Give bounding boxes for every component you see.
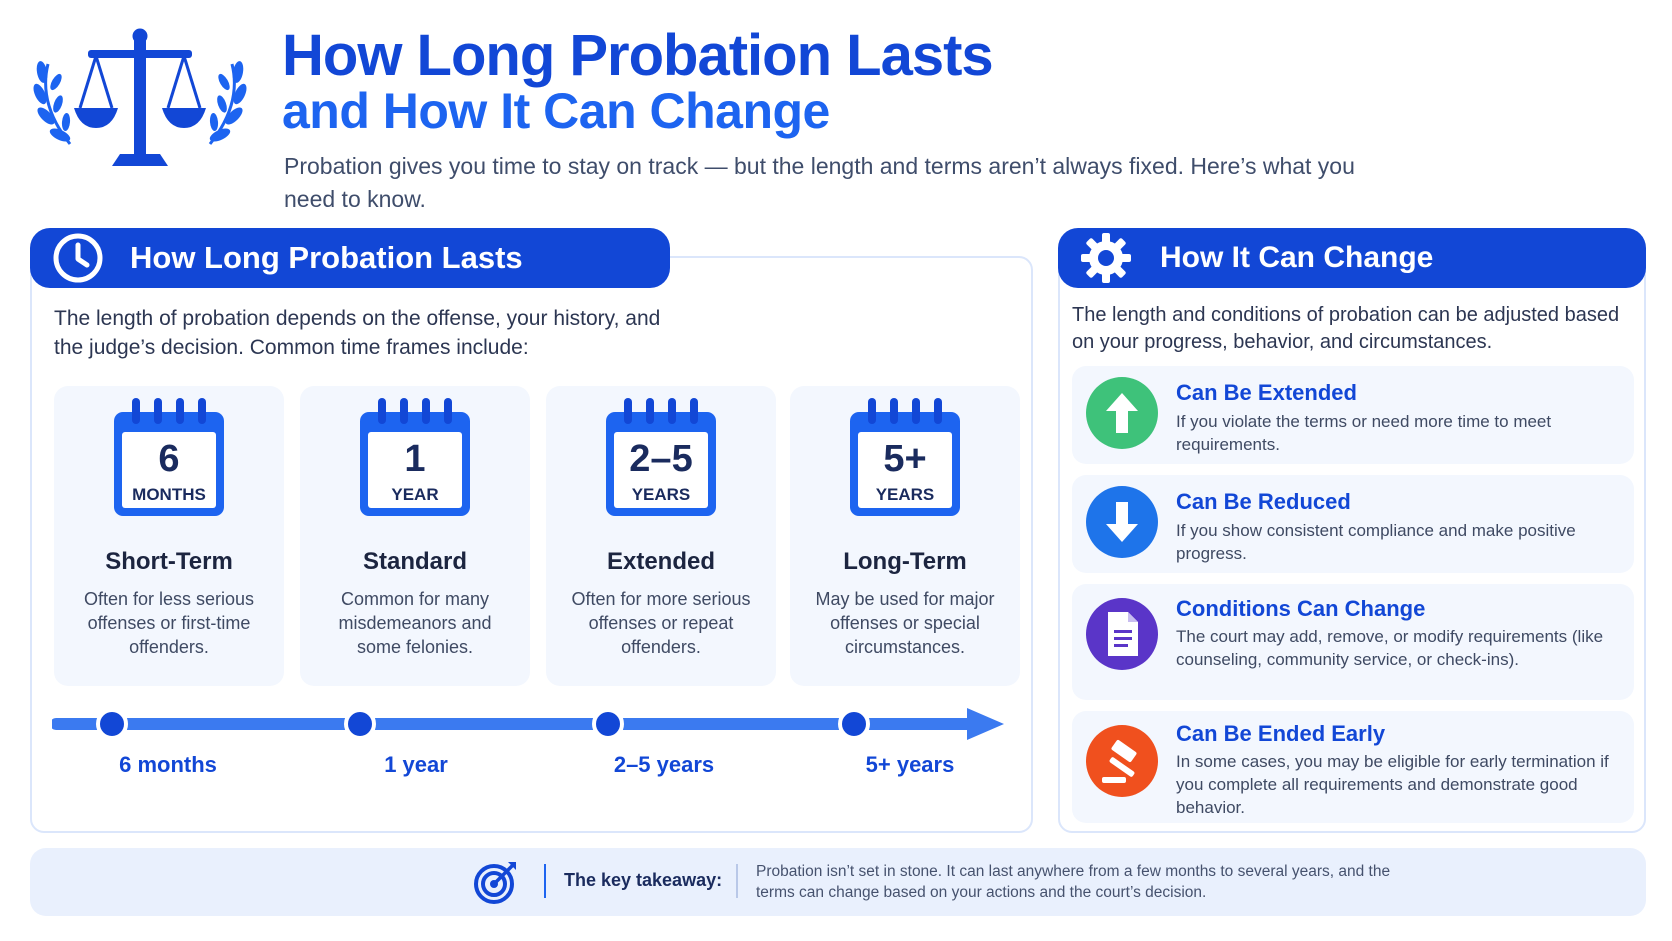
timeframe-number: 1 bbox=[404, 438, 426, 480]
arrow-down-icon bbox=[1086, 486, 1158, 558]
probation-length-heading: How Long Probation Lasts bbox=[130, 240, 523, 275]
change-title: Can Be Ended Early bbox=[1176, 721, 1386, 746]
change-card: Can Be Extended If you violate the terms … bbox=[1072, 366, 1634, 464]
change-title: Can Be Reduced bbox=[1176, 489, 1351, 514]
calendar-icon bbox=[850, 398, 960, 516]
timeline-marker bbox=[96, 708, 128, 740]
timeline-label: 2–5 years bbox=[613, 752, 715, 777]
timeframe-unit: YEARS bbox=[875, 485, 935, 504]
timeframe-description: May be used for major offenses or specia… bbox=[815, 589, 995, 657]
timeframe-description: Often for less serious offenses or first… bbox=[83, 589, 255, 657]
key-takeaway-label: The key takeaway: bbox=[564, 870, 723, 890]
gavel-icon bbox=[1086, 725, 1158, 797]
duration-timeline bbox=[52, 708, 1004, 740]
target-icon bbox=[474, 862, 516, 904]
timeframe-description: Often for more serious offenses or repea… bbox=[571, 589, 751, 657]
change-description: If you violate the terms or need more ti… bbox=[1176, 412, 1552, 454]
arrow-up-icon bbox=[1086, 377, 1158, 449]
timeframe-title: Short-Term bbox=[105, 548, 233, 575]
calendar-icon bbox=[360, 398, 470, 516]
timeframe-card: 5+ YEARS Long-Term May be used for major of… bbox=[790, 386, 1020, 686]
key-takeaway-banner: The key takeaway: Probation isn’t set in… bbox=[30, 848, 1646, 916]
change-card: Can Be Reduced If you show consistent com… bbox=[1072, 475, 1634, 573]
gear-icon bbox=[1081, 233, 1131, 283]
timeline-label: 1 year bbox=[384, 752, 448, 777]
footer-divider bbox=[544, 864, 546, 898]
change-title: Can Be Extended bbox=[1176, 380, 1357, 405]
change-description: In some cases, you may be eligible for e… bbox=[1176, 752, 1609, 817]
how-it-changes-intro: The length and conditions of probation c… bbox=[1072, 304, 1620, 353]
probation-length-intro: The length of probation depends on the o… bbox=[54, 307, 661, 359]
change-card: Conditions Can Change The court may add, … bbox=[1072, 584, 1634, 700]
page-title-line2: and How It Can Change bbox=[282, 83, 830, 139]
timeframe-description: Common for many misdemeanors and some fe… bbox=[338, 589, 492, 657]
calendar-icon bbox=[114, 398, 224, 516]
clock-icon bbox=[53, 233, 103, 283]
timeframe-card: 6 MONTHS Short-Term Often for less serious … bbox=[54, 386, 284, 686]
timeline-marker bbox=[344, 708, 376, 740]
timeframe-unit: YEARS bbox=[631, 485, 691, 504]
page-subtitle: Probation gives you time to stay on trac… bbox=[284, 153, 1355, 212]
how-it-changes-header: How It Can Change bbox=[1058, 228, 1646, 288]
document-icon bbox=[1086, 598, 1158, 670]
change-card: Can Be Ended Early In some cases, you may… bbox=[1072, 711, 1634, 823]
timeframe-number: 2–5 bbox=[629, 438, 693, 480]
timeframe-unit: MONTHS bbox=[132, 485, 206, 504]
change-description: The court may add, remove, or modify req… bbox=[1176, 627, 1604, 669]
key-takeaway-text: Probation isn’t set in stone. It can las… bbox=[756, 863, 1391, 901]
page-title-line1: How Long Probation Lasts bbox=[282, 23, 994, 88]
change-title: Conditions Can Change bbox=[1176, 596, 1426, 621]
change-description: If you show consistent compliance and ma… bbox=[1176, 521, 1576, 563]
scales-of-justice-logo-icon bbox=[33, 28, 247, 166]
timeframe-unit: YEAR bbox=[391, 485, 439, 504]
timeframe-title: Extended bbox=[606, 548, 716, 575]
timeline-marker bbox=[592, 708, 624, 740]
how-it-changes-heading: How It Can Change bbox=[1160, 241, 1434, 274]
footer-divider bbox=[736, 864, 738, 898]
timeline-marker bbox=[838, 708, 870, 740]
timeframe-card: 1 YEAR Standard Common for many misdemeanor… bbox=[300, 386, 530, 686]
probation-length-header: How Long Probation Lasts bbox=[30, 228, 670, 288]
timeframe-card: 2–5 YEARS Extended Often for more serious o… bbox=[546, 386, 776, 686]
timeframe-number: 6 bbox=[158, 438, 180, 480]
timeline-label: 6 months bbox=[119, 752, 217, 777]
timeframe-title: Long-Term bbox=[843, 548, 967, 575]
timeline-label: 5+ years bbox=[865, 752, 955, 777]
calendar-icon bbox=[606, 398, 716, 516]
timeframe-number: 5+ bbox=[883, 438, 927, 480]
timeframe-title: Standard bbox=[362, 548, 467, 575]
